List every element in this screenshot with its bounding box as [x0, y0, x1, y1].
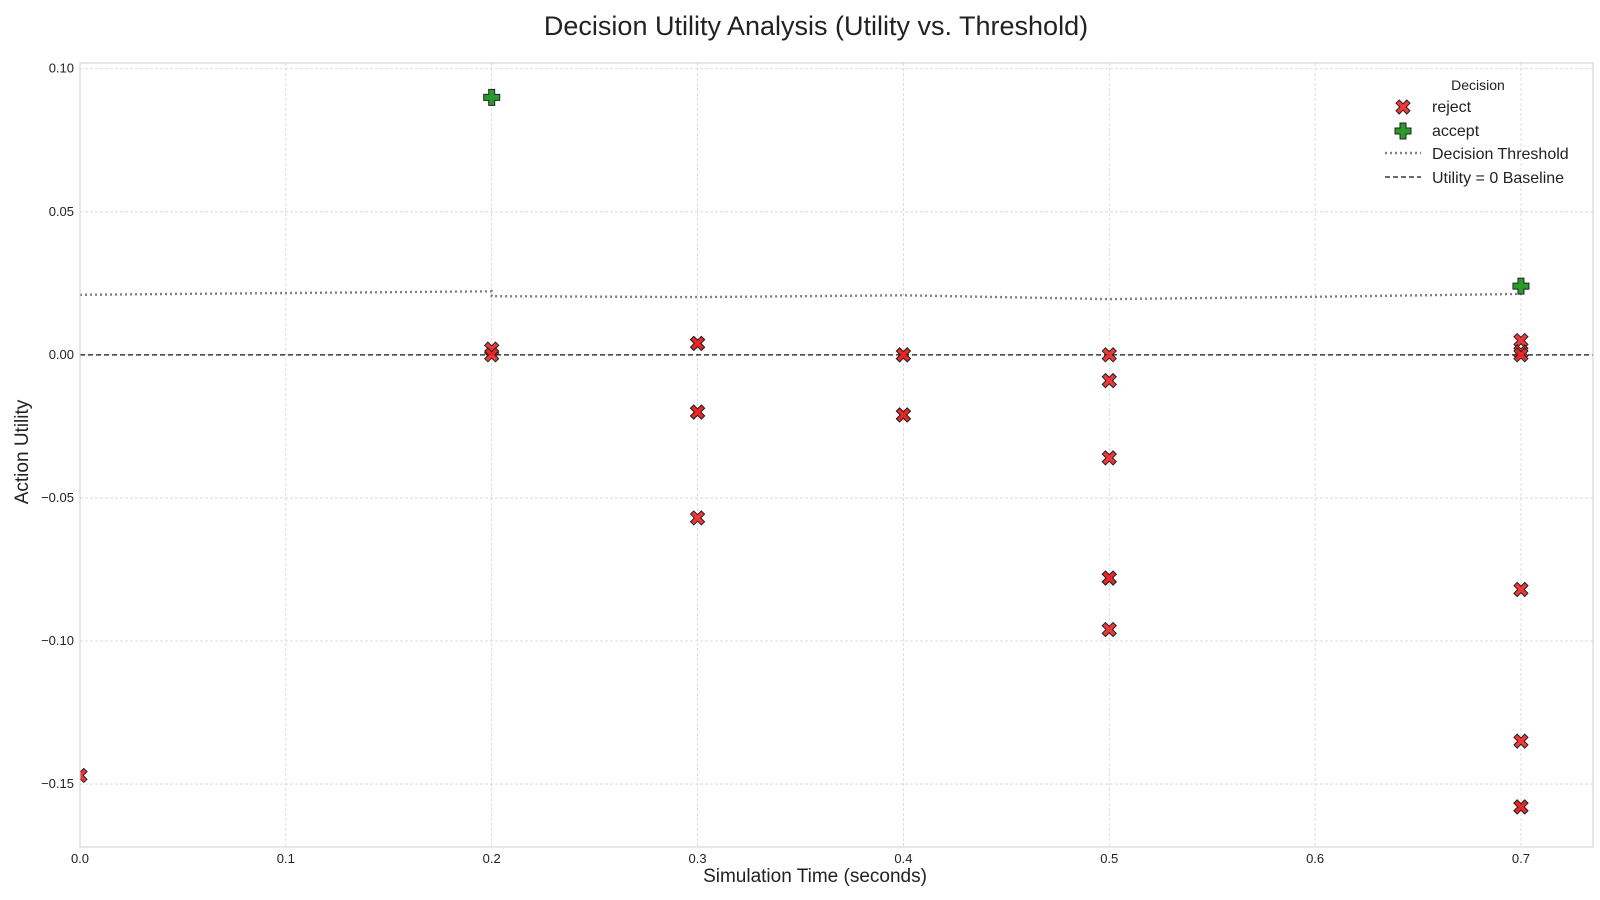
x-tick-label: 0.1 — [277, 851, 295, 866]
legend-accept-plus-marker — [1394, 122, 1412, 140]
reject-point — [1513, 347, 1529, 363]
x-tick-label: 0.2 — [483, 851, 501, 866]
reject-point — [1101, 347, 1117, 363]
reject-point — [1513, 799, 1529, 815]
y-axis-ticks: 0.10 0.05 0.00 −0.05 −0.10 −0.15 — [41, 61, 74, 791]
y-tick-label: 0.10 — [49, 61, 74, 76]
x-axis-ticks: 0.0 0.1 0.2 0.3 0.4 0.5 0.6 0.7 — [71, 851, 1530, 866]
y-tick-label: 0.05 — [49, 204, 74, 219]
reject-point — [1513, 581, 1529, 598]
reject-point — [895, 407, 912, 423]
legend-accept-marker — [1394, 122, 1412, 140]
x-tick-label: 0.0 — [71, 851, 89, 866]
x-axis-label: Simulation Time (seconds) — [703, 866, 927, 887]
legend-reject-x-marker — [1395, 99, 1411, 115]
plot-area-frame — [79, 62, 1594, 848]
y-tick-label: −0.05 — [41, 490, 74, 505]
legend-title: Decision — [1451, 77, 1505, 93]
reject-point — [689, 510, 706, 526]
accept-point — [1512, 277, 1530, 295]
legend-threshold-label: Decision Threshold — [1432, 146, 1569, 163]
legend-accept-label: accept — [1432, 123, 1480, 140]
legend-reject-label: reject — [1432, 99, 1472, 116]
y-tick-label: 0.00 — [49, 347, 74, 362]
chart-title: Decision Utility Analysis (Utility vs. T… — [544, 11, 1088, 41]
reject-point — [895, 347, 912, 363]
x-tick-label: 0.5 — [1100, 851, 1118, 866]
reject-point — [1101, 372, 1117, 389]
reject-point — [1513, 332, 1529, 349]
data-points — [80, 88, 1530, 815]
grid — [80, 63, 1593, 847]
reject-point — [1101, 570, 1117, 586]
reject-point — [483, 347, 500, 363]
y-tick-label: −0.15 — [41, 776, 74, 791]
reject-point — [80, 767, 88, 784]
y-tick-label: −0.10 — [41, 633, 74, 648]
reject-point — [689, 335, 706, 352]
x-tick-label: 0.4 — [894, 851, 912, 866]
legend-baseline-label: Utility = 0 Baseline — [1432, 170, 1564, 187]
x-tick-label: 0.7 — [1512, 851, 1530, 866]
reject-point — [1513, 733, 1529, 749]
reject-point — [1101, 450, 1117, 466]
legend: Decision reject accept Decision Threshol… — [1385, 77, 1569, 187]
x-tick-label: 0.3 — [689, 851, 707, 866]
accept-point — [483, 88, 501, 106]
threshold-line-group — [79, 290, 1522, 301]
decision-threshold-line — [79, 290, 1522, 301]
x-tick-label: 0.6 — [1306, 851, 1324, 866]
reject-point — [689, 404, 706, 420]
reject-point — [1101, 621, 1117, 638]
legend-reject-marker — [1395, 99, 1411, 115]
y-axis-label: Action Utility — [12, 399, 33, 504]
